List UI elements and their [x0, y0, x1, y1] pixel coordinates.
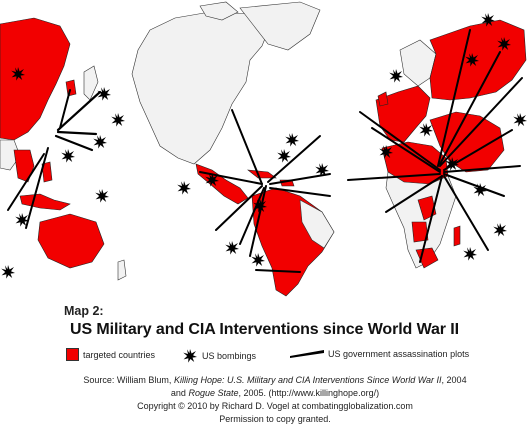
southeast-asia [13, 149, 35, 183]
source-line-2: and Rogue State, 2005. (http://www.killi… [170, 388, 380, 398]
explosion-burst-icon [183, 349, 197, 363]
cuba [247, 169, 277, 179]
indonesia [19, 193, 71, 211]
india-region [0, 139, 21, 171]
map-label: Map 2: [64, 304, 104, 318]
canada-islands [199, 1, 239, 21]
uk [377, 91, 389, 107]
australia [37, 213, 105, 269]
angola [411, 221, 429, 243]
legend-targeted: targeted countries [66, 348, 155, 361]
south-america-east [299, 199, 335, 249]
legend-bombings: US bombings [182, 348, 256, 364]
north-america [131, 11, 271, 165]
assassination-plot-lines [7, 29, 523, 273]
china [0, 17, 71, 141]
greenland [239, 1, 321, 51]
madagascar [453, 225, 461, 247]
credits: Source: William Blum, Killing Hope: U.S.… [40, 374, 510, 426]
map-title: US Military and CIA Interventions since … [70, 321, 459, 338]
wedge-line-icon [290, 350, 324, 358]
central-america [195, 163, 249, 205]
legend-assassinations: US government assassination plots [290, 348, 469, 360]
legend-targeted-label: targeted countries [83, 349, 156, 360]
japan [83, 65, 99, 101]
legend-assassinations-label: US government assassination plots [328, 349, 470, 359]
europe [375, 85, 431, 143]
korea [65, 79, 77, 97]
permission-line: Permission to copy granted. [219, 414, 331, 424]
world-map [0, 1, 527, 297]
targeted-swatch-icon [66, 348, 79, 361]
copyright-line: Copyright © 2010 by Richard D. Vogel at … [137, 401, 413, 411]
source-line: Source: William Blum, Killing Hope: U.S.… [83, 375, 467, 385]
new-zealand [117, 259, 127, 281]
legend-bombings-label: US bombings [202, 351, 257, 361]
legend: targeted countries US bombings US govern… [66, 348, 486, 366]
philippines [41, 161, 53, 183]
